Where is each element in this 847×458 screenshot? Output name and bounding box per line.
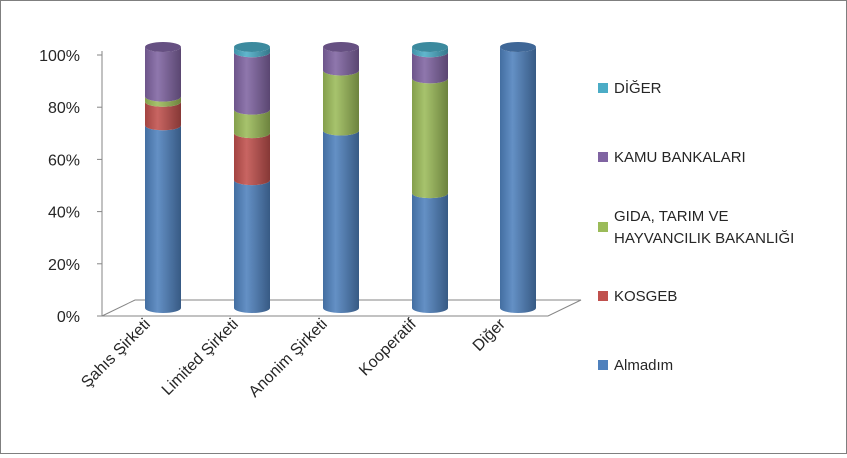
y-tick-label: 60% [48,152,80,169]
x-tick-label: Limited Şirketi [159,316,242,399]
legend-label: Almadım [614,357,673,374]
bar-segment [234,52,270,115]
legend-swatch [598,222,608,232]
legend-label: GIDA, TARIM VE HAYVANCILIK BAKANLIĞI [614,208,794,247]
cylinder-stack [500,42,536,313]
legend-swatch [598,152,608,162]
cylinder-cap [145,42,181,52]
x-tick-label: Anonim Şirketi [246,316,331,401]
bar-segment [323,70,359,136]
legend-label: KOSGEB [614,288,677,305]
bar-segment [323,47,359,76]
bar-segment [500,47,536,313]
bar-segment [145,125,181,313]
legend-label: DİĞER [614,79,662,97]
legend-swatch [598,291,608,301]
legend-item: KAMU BANKALARI [598,149,746,166]
y-axis: 0% 20% 40% 60% 80% 100% [39,48,103,326]
cylinder-cap [500,42,536,52]
bar-segment [145,96,181,107]
legend-swatch [598,360,608,370]
cylinder-cap [234,42,270,52]
floor-plane [101,299,582,317]
cylinder-cap [323,42,359,52]
x-tick-label: Şahıs Şirketi [78,316,154,392]
legend: DİĞER KAMU BANKALARI GIDA, TARIM VE HAYVANC… [598,79,794,374]
y-tick-label: 0% [57,309,80,326]
x-axis: Şahıs Şirketi Limited Şirketi Anonim Şirke… [78,315,509,400]
bar-segment [412,193,448,313]
legend-item: GIDA, TARIM VE HAYVANCILIK BAKANLIĞI [598,208,794,247]
chart-floor [101,299,582,317]
bar-segment [234,180,270,313]
y-tick-label: 20% [48,257,80,274]
bar-segment [234,109,270,139]
legend-item: DİĞER [598,79,662,97]
cylinder-stack [323,42,359,313]
bar-segment [145,47,181,102]
plot-area [145,42,536,313]
y-tick-label: 80% [48,100,80,117]
bar-segment [234,133,270,186]
bar-segment [234,47,270,58]
x-tick-label: Diğer [470,315,510,355]
bar-segment [412,52,448,84]
legend-item: KOSGEB [598,288,677,305]
bar-segment [145,101,181,131]
cylinder-stack [412,42,448,313]
bar-segment [412,47,448,58]
bar-segment [323,130,359,313]
cylinder-stack [234,42,270,313]
x-tick-label: Kooperatif [356,315,420,379]
legend-item: Almadım [598,357,673,374]
cylinder-cap [412,42,448,52]
y-tick-label: 100% [39,48,80,65]
cylinder-stack [145,42,181,313]
bar-segment [412,78,448,199]
legend-swatch [598,83,608,93]
y-tick-label: 40% [48,205,80,222]
legend-label: KAMU BANKALARI [614,149,746,166]
